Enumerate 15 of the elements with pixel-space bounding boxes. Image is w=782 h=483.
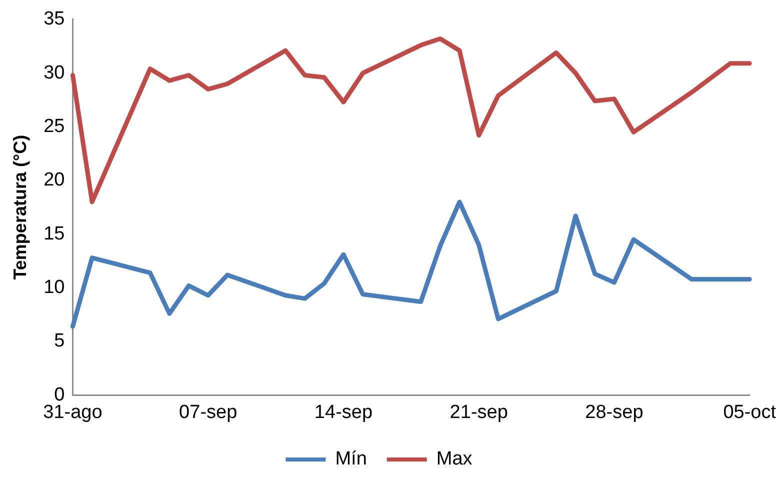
- x-tick-label: 21-sep: [450, 402, 508, 423]
- legend-label: Mín: [335, 448, 367, 470]
- y-tick-label: 20: [44, 170, 65, 191]
- x-tick-label: 07-sep: [179, 402, 238, 423]
- y-tick-label: 35: [44, 8, 65, 30]
- x-tick-label: 28-sep: [585, 402, 644, 423]
- y-tick-label: 5: [54, 330, 65, 352]
- y-axis-title: Temperatura (°C): [10, 134, 30, 280]
- y-tick-label: 10: [44, 277, 65, 298]
- x-tick-label: 14-sep: [314, 402, 373, 423]
- y-tick-label: 25: [44, 116, 65, 138]
- legend-label: Max: [436, 448, 473, 470]
- y-tick-label: 15: [44, 223, 65, 244]
- y-tick-label: 30: [44, 62, 65, 84]
- x-tick-label: 05-oct: [723, 402, 777, 423]
